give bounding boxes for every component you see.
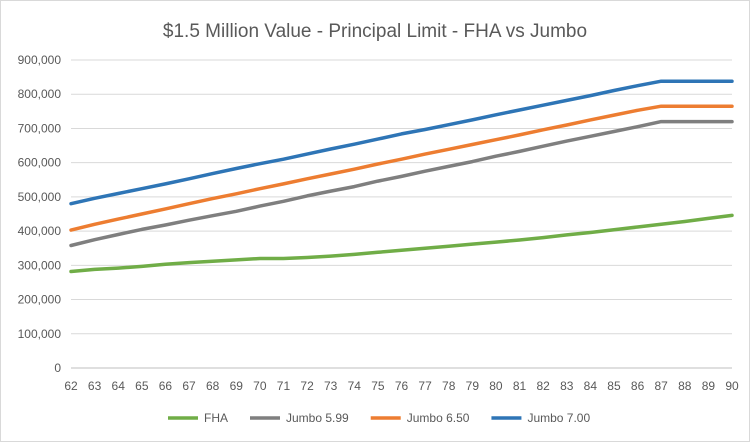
x-tick-label: 69 [230,379,244,393]
legend-item: Jumbo 6.50 [370,411,470,425]
series-line-jumbo-7-00 [69,79,734,206]
x-tick-label: 73 [324,379,338,393]
legend-label: Jumbo 5.99 [286,411,349,425]
chart-title: $1.5 Million Value - Principal Limit - F… [163,21,587,42]
y-tick-label: 0 [54,361,61,375]
y-tick-label: 800,000 [18,87,62,101]
legend-label: FHA [204,411,228,425]
gridlines [71,59,732,369]
x-tick-label: 71 [277,379,291,393]
x-tick-label: 85 [607,379,621,393]
legend-label: Jumbo 7.00 [527,411,590,425]
x-tick-label: 77 [418,379,432,393]
y-tick-label: 200,000 [18,293,62,307]
x-tick-label: 83 [560,379,574,393]
y-tick-label: 400,000 [18,224,62,238]
x-tick-label: 80 [489,379,503,393]
x-tick-label: 66 [159,379,173,393]
legend-item: Jumbo 5.99 [250,411,349,425]
y-tick-label: 500,000 [18,190,62,204]
series-lines [69,79,734,274]
series-line-fha [69,213,734,274]
x-tick-label: 75 [371,379,385,393]
x-tick-label: 89 [702,379,716,393]
y-tick-label: 100,000 [18,327,62,341]
x-tick-label: 87 [654,379,668,393]
x-tick-label: 86 [631,379,645,393]
x-tick-label: 63 [88,379,102,393]
x-tick-label: 67 [182,379,196,393]
x-tick-label: 82 [536,379,550,393]
x-tick-label: 68 [206,379,220,393]
x-tick-label: 74 [348,379,362,393]
y-tick-label: 700,000 [18,121,62,135]
x-tick-label: 88 [678,379,692,393]
x-tick-label: 62 [64,379,78,393]
series-line-jumbo-6-50 [69,104,734,232]
x-tick-label: 72 [300,379,314,393]
y-tick-label: 600,000 [18,156,62,170]
x-tick-label: 78 [442,379,456,393]
x-tick-label: 79 [466,379,480,393]
y-tick-label: 900,000 [18,53,62,67]
x-tick-label: 76 [395,379,409,393]
x-axis-ticks: 62 63 64 65 66 67 68 69 70 71 72 73 74 75 76 77 78 79 80 81… [64,379,739,393]
x-tick-label: 65 [135,379,149,393]
x-tick-label: 70 [253,379,267,393]
legend-label: Jumbo 6.50 [407,411,470,425]
legend-item: Jumbo 7.00 [491,411,590,425]
legend: FHA Jumbo 5.99 Jumbo 6.50 Jumbo 7.00 [168,411,590,425]
x-tick-label: 84 [584,379,598,393]
x-tick-label: 81 [513,379,527,393]
legend-item: FHA [168,411,228,425]
y-tick-label: 300,000 [18,258,62,272]
x-tick-label: 90 [725,379,739,393]
y-axis-ticks: 0 100,000 200,000 300,000 400,000 500,000 600,… [18,53,62,375]
x-tick-label: 64 [112,379,126,393]
series-line-jumbo-5-99 [69,119,734,248]
